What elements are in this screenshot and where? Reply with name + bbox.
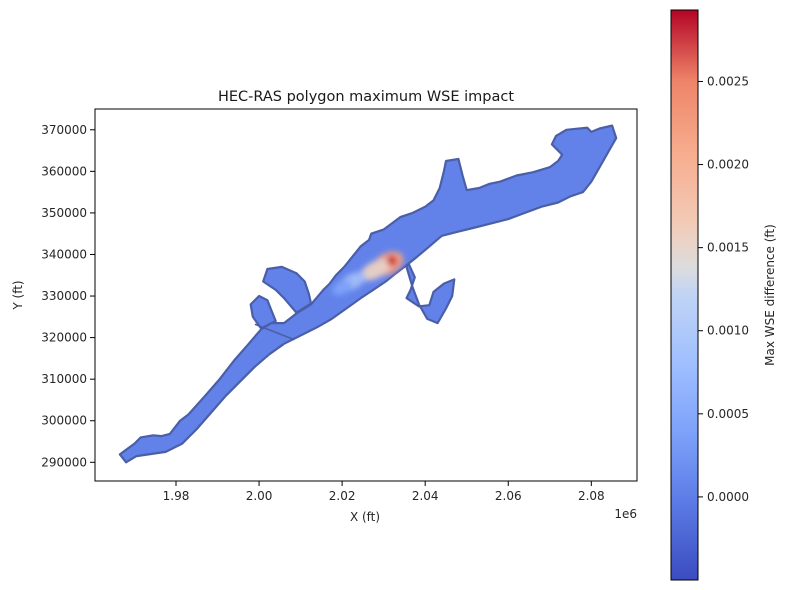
plot-area (118, 124, 618, 464)
model-domain (118, 124, 618, 464)
y-tick-label: 340000 (41, 247, 87, 261)
y-tick-label: 360000 (41, 164, 87, 178)
tributary-polygon-2 (249, 294, 277, 330)
x-tick-label: 2.08 (578, 489, 605, 503)
impact-hotspots (332, 251, 404, 296)
x-tick-label: 2.04 (412, 489, 439, 503)
y-tick-label: 370000 (41, 123, 87, 137)
y-tick-label: 350000 (41, 206, 87, 220)
plot-frame (94, 108, 638, 482)
colorbar-gradient (670, 9, 699, 581)
x-axis-label: X (ft) (350, 510, 380, 524)
x-tick-label: 2.06 (495, 489, 522, 503)
colorbar-ticks: 0.0000 0.0005 0.0010 0.0015 0.0020 0.0025 (698, 74, 749, 504)
x-tick-label: 2.02 (329, 489, 356, 503)
y-tick-label: 310000 (41, 372, 87, 386)
y-tick-label: 300000 (41, 414, 87, 428)
colorbar-tick-label: 0.0015 (707, 241, 749, 255)
mesh-break-line (254, 323, 295, 341)
x-axis: 1.98 2.00 2.02 2.04 2.06 2.08 (163, 481, 605, 503)
x-offset-label: 1e6 (614, 507, 637, 521)
colorbar-tick-label: 0.0025 (707, 74, 749, 88)
hotspot-4 (332, 280, 352, 296)
chart-title: HEC-RAS polygon maximum WSE impact (218, 89, 514, 105)
x-tick-label: 1.98 (163, 489, 190, 503)
hotspot-5 (386, 255, 397, 266)
colorbar-tick-label: 0.0010 (707, 324, 749, 338)
y-axis: 290000 300000 310000 320000 330000 340000 3500… (41, 123, 95, 469)
colorbar-tick-label: 0.0000 (707, 490, 749, 504)
colorbar-tick-label: 0.0020 (707, 158, 749, 172)
hotspot-2 (360, 259, 391, 281)
tributary-polygon-1 (262, 265, 313, 314)
colorbar-label: Max WSE difference (ft) (763, 224, 777, 366)
y-axis-label: Y (ft) (11, 280, 25, 310)
x-tick-label: 2.00 (246, 489, 273, 503)
y-tick-label: 290000 (41, 455, 87, 469)
y-tick-label: 330000 (41, 289, 87, 303)
tributary-polygon-3 (405, 262, 456, 325)
colorbar-tick-label: 0.0005 (707, 407, 749, 421)
y-tick-label: 320000 (41, 331, 87, 345)
colorbar: 0.0000 0.0005 0.0010 0.0015 0.0020 0.0025 Max… (670, 9, 777, 581)
main-channel-polygon (118, 124, 618, 464)
